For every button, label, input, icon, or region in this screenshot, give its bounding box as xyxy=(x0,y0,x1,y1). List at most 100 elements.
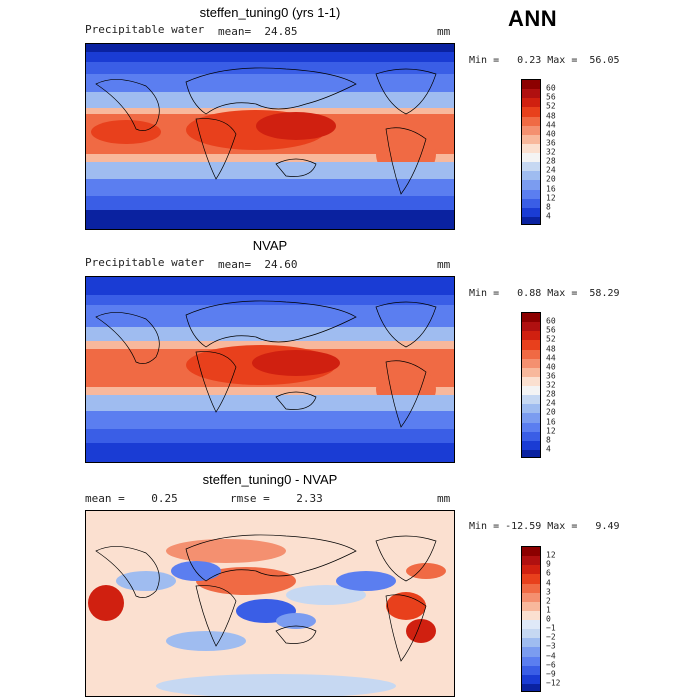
colorbar-tick-label: 36 xyxy=(546,138,556,148)
colorbar-tick-label: 48 xyxy=(546,111,556,120)
panel-2-title: NVAP xyxy=(252,238,288,253)
colorbar-tick-label: 60 xyxy=(546,316,556,326)
colorbar-tick-label: 8 xyxy=(546,202,551,212)
colorbar-swatch xyxy=(522,413,540,423)
colorbar-swatch xyxy=(522,674,540,684)
colorbar-tick-label: 12 xyxy=(546,426,556,436)
colorbar-swatch xyxy=(522,313,540,323)
colorbar-swatch xyxy=(522,547,540,557)
colorbar-tick-label: 32 xyxy=(546,147,556,157)
colorbar-tick-label: 44 xyxy=(546,120,556,130)
colorbar-tick-label: 56 xyxy=(546,92,556,102)
colorbar-tick-label: 0 xyxy=(546,614,551,624)
colorbar-swatch xyxy=(522,638,540,648)
colorbar-swatch xyxy=(522,80,540,90)
panel-3-minmax: Min = -12.59 Max = 9.49 xyxy=(469,521,620,532)
colorbar-swatch xyxy=(522,349,540,359)
colorbar-1-labels: 60 56 52 48 44 40 36 32 28 24 20 16 12 8 4 xyxy=(546,79,586,225)
colorbar-tick-label: 12 xyxy=(546,193,556,203)
colorbar-tick-label: 24 xyxy=(546,165,556,175)
colorbar-swatch xyxy=(522,358,540,368)
panel-1-variable: Precipitable water xyxy=(85,23,205,36)
colorbar-swatch xyxy=(522,98,540,108)
colorbar-tick-label: −12 xyxy=(546,678,561,688)
colorbar-swatch xyxy=(522,180,540,190)
difference-map xyxy=(85,510,455,697)
colorbar-tick-label: 32 xyxy=(546,380,556,390)
colorbar-tick-label: 4 xyxy=(546,211,551,221)
colorbar-tick-label: 48 xyxy=(546,344,556,353)
model-precipitable-water-map xyxy=(85,43,455,230)
colorbar-swatch xyxy=(522,449,540,457)
colorbar-tick-label: 2 xyxy=(546,596,551,606)
colorbar-tick-label: 60 xyxy=(546,83,556,93)
colorbar-tick-label: −3 xyxy=(546,641,556,651)
nvap-precipitable-water-map xyxy=(85,276,455,463)
panel-1-units: mm xyxy=(437,25,451,38)
colorbar-1 xyxy=(521,79,541,225)
colorbar-swatch xyxy=(522,601,540,611)
colorbar-swatch xyxy=(522,386,540,396)
panel-2-minmax: Min = 0.88 Max = 58.29 xyxy=(469,288,620,299)
colorbar-tick-label: 24 xyxy=(546,398,556,408)
colorbar-tick-label: 28 xyxy=(546,156,556,166)
colorbar-3-labels: 12 9 6 4 3 2 1 0 −1 −2 −3 −4 −6 −9 −12 xyxy=(546,546,586,692)
colorbar-tick-label: 1 xyxy=(546,605,551,615)
colorbar-swatch xyxy=(522,656,540,666)
colorbar-swatch xyxy=(522,331,540,341)
colorbar-swatch xyxy=(522,574,540,584)
colorbar-swatch xyxy=(522,322,540,332)
colorbar-tick-label: −4 xyxy=(546,651,556,660)
colorbar-tick-label: 40 xyxy=(546,362,556,372)
colorbar-tick-label: 40 xyxy=(546,129,556,139)
colorbar-tick-label: 28 xyxy=(546,389,556,399)
colorbar-swatch xyxy=(522,620,540,630)
colorbar-swatch xyxy=(522,665,540,675)
colorbar-tick-label: −2 xyxy=(546,632,556,642)
colorbar-2 xyxy=(521,312,541,458)
colorbar-swatch xyxy=(522,207,540,217)
colorbar-tick-label: 52 xyxy=(546,101,556,111)
colorbar-tick-label: 44 xyxy=(546,353,556,363)
panel-1-title: steffen_tuning0 (yrs 1-1) xyxy=(199,5,341,20)
colorbar-tick-label: 56 xyxy=(546,325,556,335)
colorbar-swatch xyxy=(522,116,540,126)
colorbar-swatch xyxy=(522,683,540,691)
colorbar-tick-label: 4 xyxy=(546,444,551,454)
colorbar-swatch xyxy=(522,171,540,181)
panel-1-minmax: Min = 0.23 Max = 56.05 xyxy=(469,55,620,66)
colorbar-tick-label: −6 xyxy=(546,660,556,670)
colorbar-swatch xyxy=(522,125,540,135)
colorbar-tick-label: 52 xyxy=(546,334,556,344)
colorbar-swatch xyxy=(522,198,540,208)
panel-3-units: mm xyxy=(437,492,451,505)
colorbar-swatch xyxy=(522,431,540,441)
colorbar-tick-label: 16 xyxy=(546,417,556,426)
panel-2-mean: mean= 24.60 xyxy=(218,258,298,271)
colorbar-3 xyxy=(521,546,541,692)
colorbar-tick-label: 3 xyxy=(546,587,551,597)
colorbar-swatch xyxy=(522,583,540,593)
panel-3-title: steffen_tuning0 - NVAP xyxy=(202,472,338,487)
season-label: ANN xyxy=(508,6,558,31)
colorbar-swatch xyxy=(522,134,540,144)
colorbar-swatch xyxy=(522,440,540,450)
colorbar-swatch xyxy=(522,367,540,377)
panel-2-variable: Precipitable water xyxy=(85,256,205,269)
colorbar-swatch xyxy=(522,162,540,172)
colorbar-tick-label: −9 xyxy=(546,669,556,679)
panel-3-mean: mean = 0.25 xyxy=(85,492,178,505)
colorbar-tick-label: 4 xyxy=(546,578,551,587)
panel-2-units: mm xyxy=(437,258,451,271)
colorbar-tick-label: −1 xyxy=(546,623,556,633)
colorbar-tick-label: 12 xyxy=(546,550,556,560)
colorbar-swatch xyxy=(522,89,540,99)
panel-1-mean: mean= 24.85 xyxy=(218,25,298,38)
colorbar-swatch xyxy=(522,592,540,602)
colorbar-swatch xyxy=(522,143,540,153)
colorbar-swatch xyxy=(522,216,540,224)
colorbar-swatch xyxy=(522,404,540,414)
colorbar-swatch xyxy=(522,629,540,639)
colorbar-swatch xyxy=(522,376,540,386)
colorbar-swatch xyxy=(522,189,540,199)
